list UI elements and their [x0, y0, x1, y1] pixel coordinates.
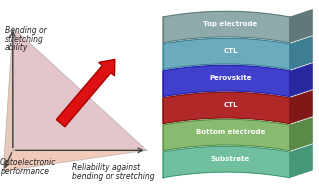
Text: Top electrode: Top electrode	[204, 21, 258, 27]
Text: stretching: stretching	[5, 35, 44, 44]
Text: Bottom electrode: Bottom electrode	[196, 129, 265, 135]
Text: Bending or: Bending or	[5, 26, 47, 35]
Text: ability: ability	[5, 43, 28, 53]
Polygon shape	[163, 38, 290, 70]
Text: CTL: CTL	[223, 48, 238, 54]
Polygon shape	[290, 118, 313, 151]
Text: performance: performance	[0, 167, 49, 176]
Polygon shape	[13, 28, 147, 150]
Polygon shape	[290, 145, 313, 178]
Polygon shape	[163, 11, 290, 43]
Polygon shape	[3, 28, 147, 171]
Polygon shape	[290, 91, 313, 124]
Polygon shape	[163, 92, 290, 124]
Polygon shape	[163, 65, 290, 97]
Polygon shape	[3, 28, 13, 171]
Polygon shape	[163, 146, 290, 178]
Text: Perovskite: Perovskite	[209, 75, 252, 81]
Polygon shape	[290, 36, 313, 70]
Text: Optoelectronic: Optoelectronic	[0, 158, 56, 167]
Text: Reliability against: Reliability against	[72, 163, 140, 172]
Text: Substrate: Substrate	[211, 156, 250, 162]
FancyArrow shape	[56, 59, 115, 127]
Polygon shape	[290, 64, 313, 97]
Text: CTL: CTL	[223, 102, 238, 108]
Polygon shape	[290, 9, 313, 43]
Polygon shape	[163, 119, 290, 151]
Text: bending or stretching: bending or stretching	[72, 172, 154, 181]
Polygon shape	[3, 150, 147, 171]
